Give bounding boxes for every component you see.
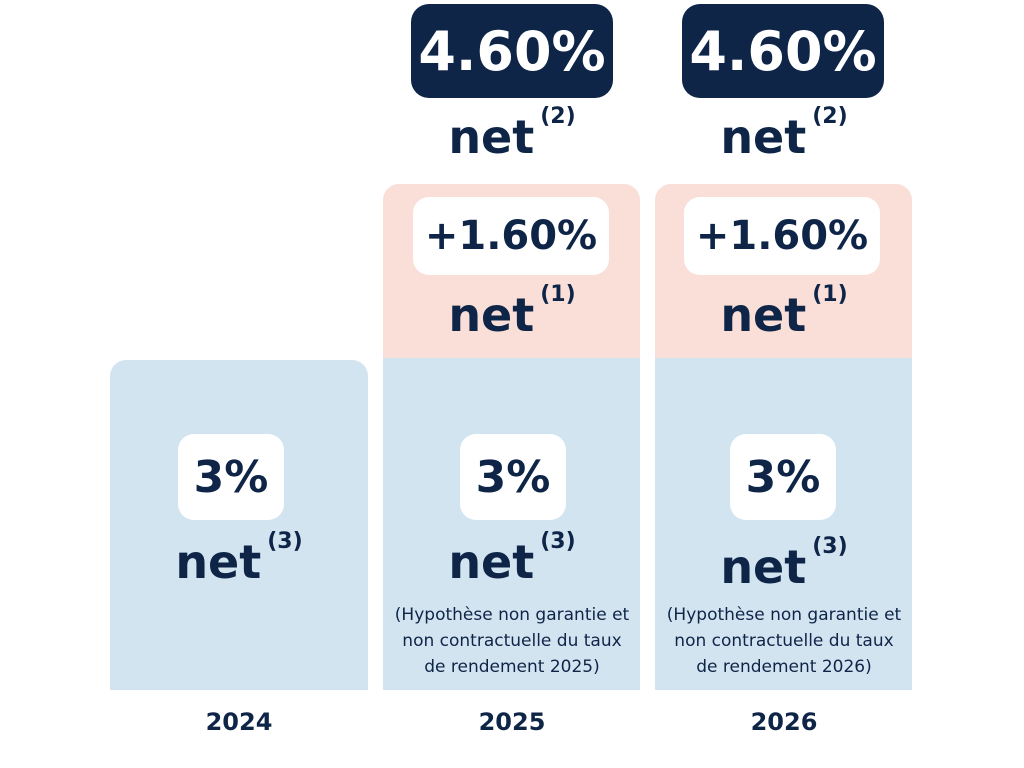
net-text: net (448, 288, 535, 342)
bar-2025-base (383, 358, 640, 690)
footnote-ref: (2) (540, 104, 576, 129)
bar-2024-base (110, 360, 368, 690)
footnote-ref: (3) (540, 529, 576, 554)
bar-2026-base (655, 358, 912, 690)
net-text: net (175, 535, 262, 589)
year-label-2025: 2025 (478, 708, 546, 736)
total-2025: 4.60% (411, 4, 613, 98)
year-label-2026: 2026 (750, 708, 818, 736)
note-2025: (Hypothèse non garantie et non contractu… (394, 605, 630, 677)
value-2024-base: 3% (178, 434, 284, 520)
value-2025-base: 3% (460, 434, 566, 520)
net-label-2025-bonus: net (1) (383, 282, 641, 342)
footnote-ref: (3) (812, 534, 848, 559)
footnote-ref: (2) (812, 104, 848, 129)
footnote-ref: (1) (540, 282, 576, 307)
net-label-2024-base: net (3) (110, 529, 368, 589)
value-2026-bonus: +1.60% (684, 197, 880, 275)
net-label-2026-bonus: net (1) (655, 282, 913, 342)
note-2026: (Hypothèse non garantie et non contractu… (666, 605, 902, 677)
net-text: net (720, 288, 807, 342)
year-label-2024: 2024 (205, 708, 273, 736)
net-label-2025-base: net (3) (383, 529, 641, 589)
total-2026: 4.60% (682, 4, 884, 98)
net-text: net (720, 540, 807, 594)
footnote-ref: (1) (812, 282, 848, 307)
net-label-2025-total: net (2) (383, 104, 641, 164)
net-text: net (720, 110, 807, 164)
net-label-2026-base: net (3) (655, 534, 913, 594)
footnote-ref: (3) (267, 529, 303, 554)
value-2026-base: 3% (730, 434, 836, 520)
net-text: net (448, 535, 535, 589)
net-label-2026-total: net (2) (655, 104, 913, 164)
net-text: net (448, 110, 535, 164)
value-2025-bonus: +1.60% (413, 197, 609, 275)
